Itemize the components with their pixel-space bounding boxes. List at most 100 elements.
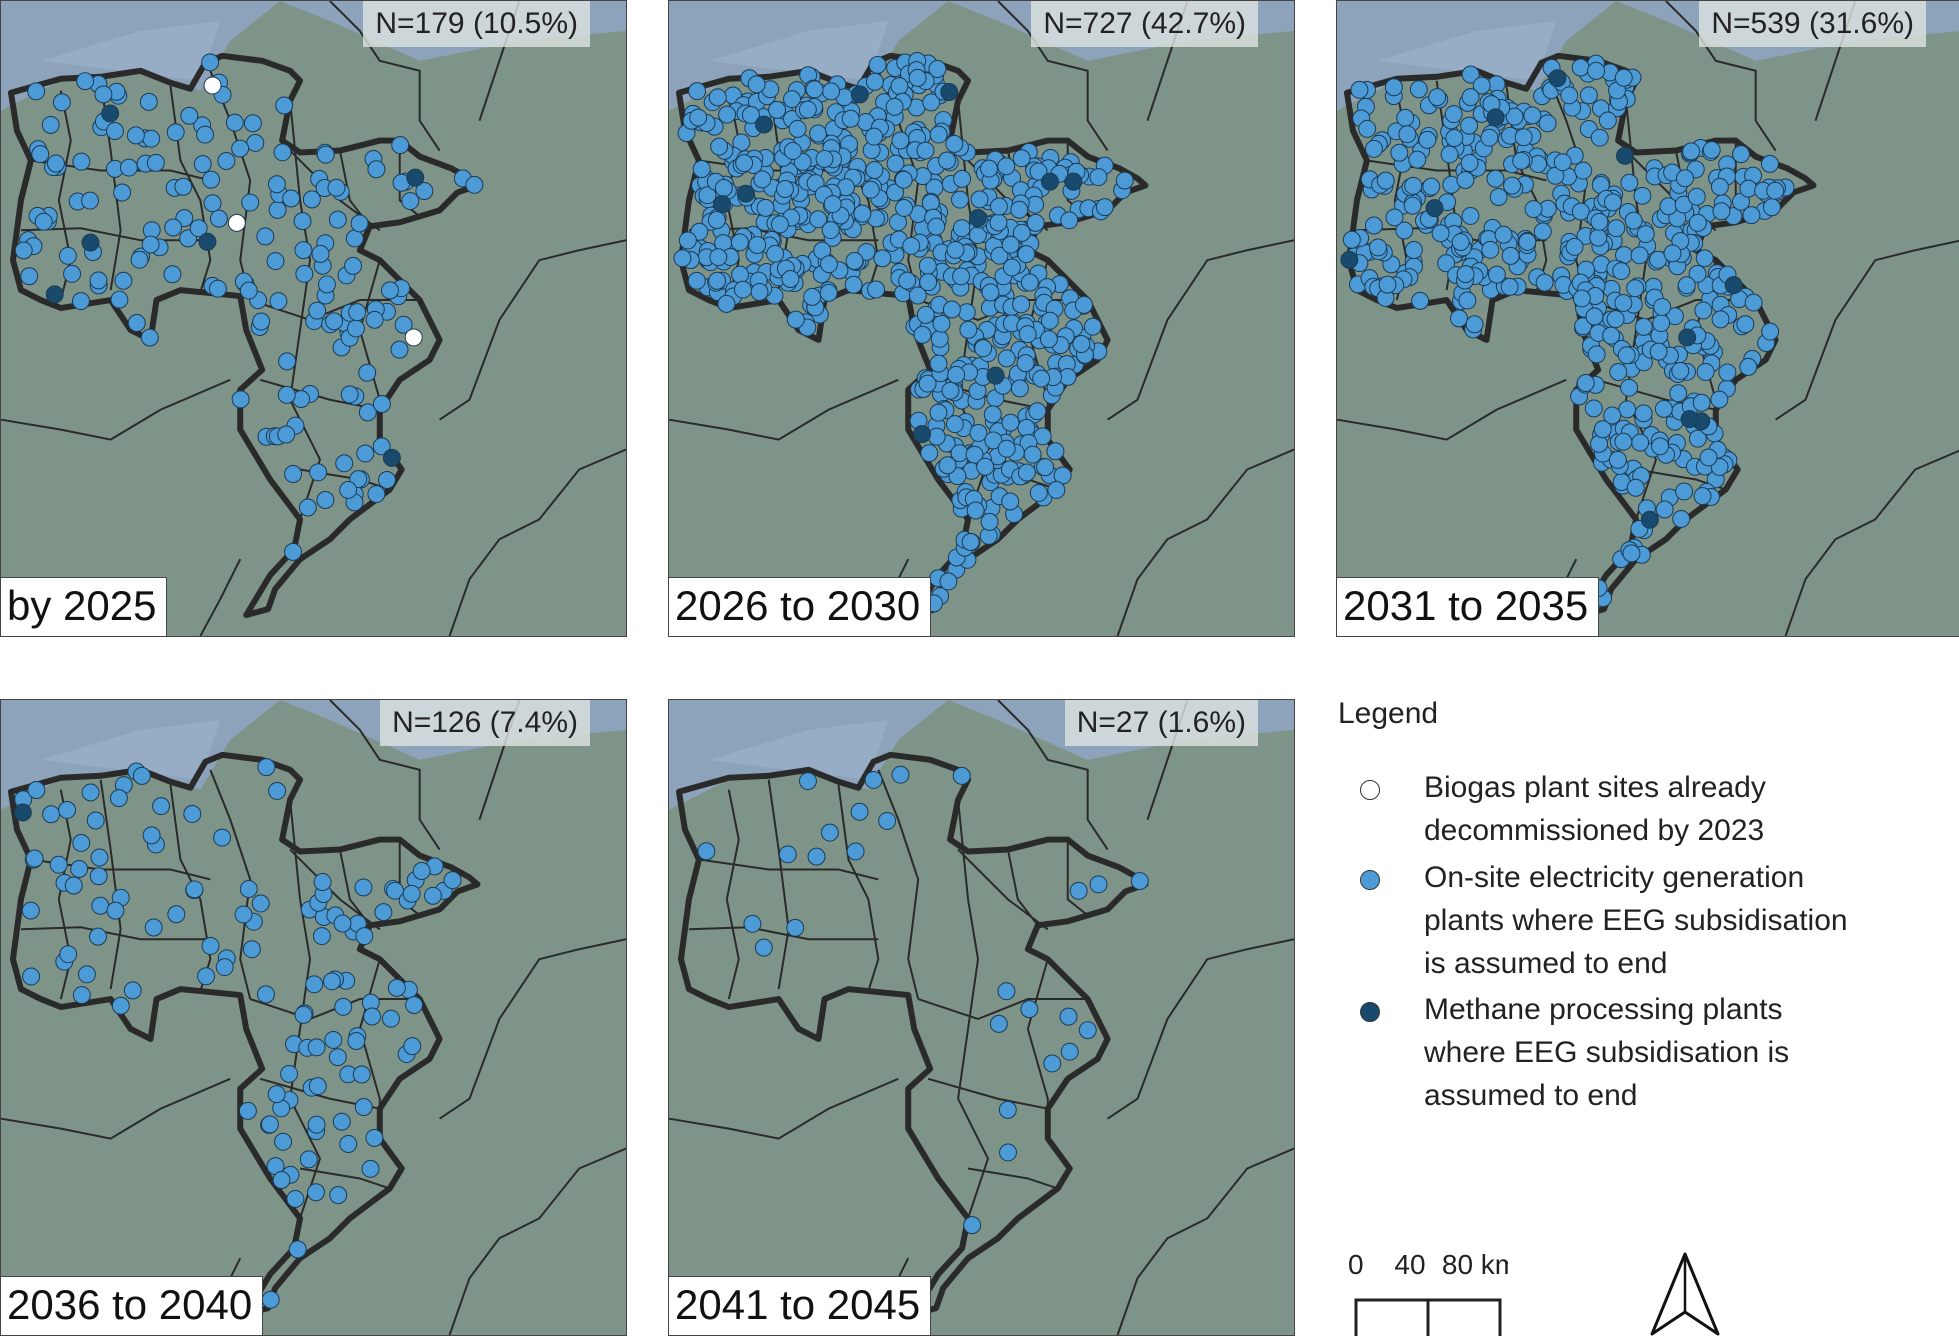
electricity-plant-marker (86, 811, 105, 830)
wadden-sea (40, 20, 221, 81)
electricity-plant-marker (999, 1143, 1017, 1162)
electricity-plant-marker (1677, 276, 1696, 295)
electricity-plant-marker (308, 301, 327, 320)
electricity-plant-marker (920, 444, 939, 463)
electricity-plant-marker (885, 97, 904, 116)
electricity-plant-marker (193, 155, 212, 174)
electricity-plant-marker (708, 88, 727, 107)
electricity-plant-marker (733, 280, 752, 299)
neighbour-border (997, 700, 1109, 851)
electricity-plant-marker (927, 427, 946, 446)
electricity-plant-marker (929, 125, 948, 144)
electricity-plant-marker (1075, 295, 1093, 314)
electricity-plant-marker (1614, 293, 1633, 312)
electricity-plant-marker (750, 283, 769, 301)
electricity-plant-marker (803, 287, 822, 306)
electricity-plant-marker (257, 758, 276, 777)
electricity-plant-marker (1445, 129, 1464, 147)
neighbour-border (329, 1, 441, 152)
electricity-plant-marker (1376, 171, 1395, 190)
electricity-plant-marker (981, 283, 1000, 302)
electricity-plant-marker (846, 842, 865, 861)
electricity-plant-marker (1431, 224, 1450, 243)
electricity-plant-marker (1486, 169, 1505, 188)
neighbour-border (199, 558, 242, 636)
legend-item-label: Biogas plant sites already decommissione… (1424, 771, 1766, 847)
electricity-plant-marker (1408, 150, 1427, 169)
electricity-plant-marker (798, 772, 817, 791)
electricity-plant-marker (208, 279, 227, 298)
electricity-plant-marker (77, 965, 96, 984)
electricity-plant-marker (1607, 219, 1626, 238)
electricity-plant-marker (1512, 151, 1531, 170)
electricity-plant-marker (989, 197, 1008, 216)
electricity-plant-marker (850, 802, 869, 821)
electricity-plant-marker (938, 456, 957, 475)
electricity-plant-marker (1358, 119, 1377, 138)
electricity-plant-marker (918, 256, 937, 275)
district-border (917, 998, 1088, 1021)
electricity-plant-marker (328, 1048, 347, 1067)
electricity-plant-marker (41, 115, 60, 134)
electricity-plant-marker (91, 896, 110, 915)
electricity-plant-marker (1518, 232, 1537, 251)
neighbour-border (1116, 1147, 1294, 1335)
electricity-plant-marker (344, 256, 363, 275)
electricity-plant-marker (1460, 154, 1479, 172)
electricity-plant-marker (1451, 233, 1470, 252)
electricity-plant-marker (1606, 310, 1625, 329)
electricity-plant-marker (822, 82, 841, 101)
electricity-plant-marker (950, 190, 969, 209)
methane-plant-marker (755, 115, 773, 134)
electricity-plant-marker (21, 901, 40, 920)
electricity-plant-marker (1458, 291, 1477, 310)
electricity-plant-marker (288, 1240, 307, 1259)
electricity-plant-marker (238, 1101, 257, 1120)
electricity-plant-marker (76, 72, 95, 91)
electricity-plant-marker (697, 842, 716, 861)
electricity-plant-marker (354, 878, 373, 897)
electricity-plant-marker (916, 141, 935, 160)
electricity-plant-marker (1603, 193, 1622, 212)
electricity-plant-marker (1481, 240, 1500, 259)
neighbour-border (1, 1077, 231, 1140)
electricity-plant-marker (798, 100, 817, 119)
methane-plant-marker (13, 803, 32, 822)
electricity-plant-marker (1710, 177, 1729, 196)
electricity-plant-marker (965, 445, 984, 464)
electricity-plant-marker (335, 454, 354, 473)
electricity-plant-marker (1579, 86, 1598, 105)
methane-plant-marker (1678, 328, 1697, 347)
electricity-plant-marker (957, 303, 976, 322)
neighbour-border (1337, 378, 1567, 441)
wadden-sea (40, 719, 221, 780)
electricity-plant-marker (273, 143, 292, 162)
electricity-plant-marker (913, 325, 932, 344)
electricity-plant-marker (1060, 211, 1079, 230)
electricity-plant-marker (941, 381, 960, 400)
electricity-plant-marker (1395, 221, 1414, 240)
electricity-plant-marker (1115, 171, 1134, 190)
electricity-plant-marker (372, 437, 391, 456)
electricity-plant-marker (1018, 325, 1037, 344)
electricity-plant-marker (346, 319, 365, 338)
electricity-plant-marker (1083, 317, 1102, 336)
electricity-plant-marker (1598, 111, 1617, 130)
electricity-plant-marker (231, 390, 250, 409)
electricity-plant-marker (367, 160, 386, 179)
district-border (957, 799, 980, 1030)
electricity-plant-marker (939, 572, 958, 591)
electricity-plant-marker (1010, 200, 1029, 219)
electricity-plant-marker (81, 783, 100, 802)
electricity-plant-marker (1385, 208, 1404, 227)
electricity-plant-marker (942, 300, 961, 319)
decommissioned-site-marker (404, 328, 423, 347)
methane-plant-marker (198, 232, 217, 251)
electricity-plant-marker (997, 439, 1016, 458)
electricity-plant-marker (243, 114, 262, 133)
electricity-plant-marker (783, 141, 802, 160)
electricity-plant-marker (111, 996, 130, 1015)
electricity-plant-marker (984, 431, 1003, 450)
electricity-plant-marker (922, 93, 941, 112)
electricity-plant-marker (242, 940, 261, 959)
